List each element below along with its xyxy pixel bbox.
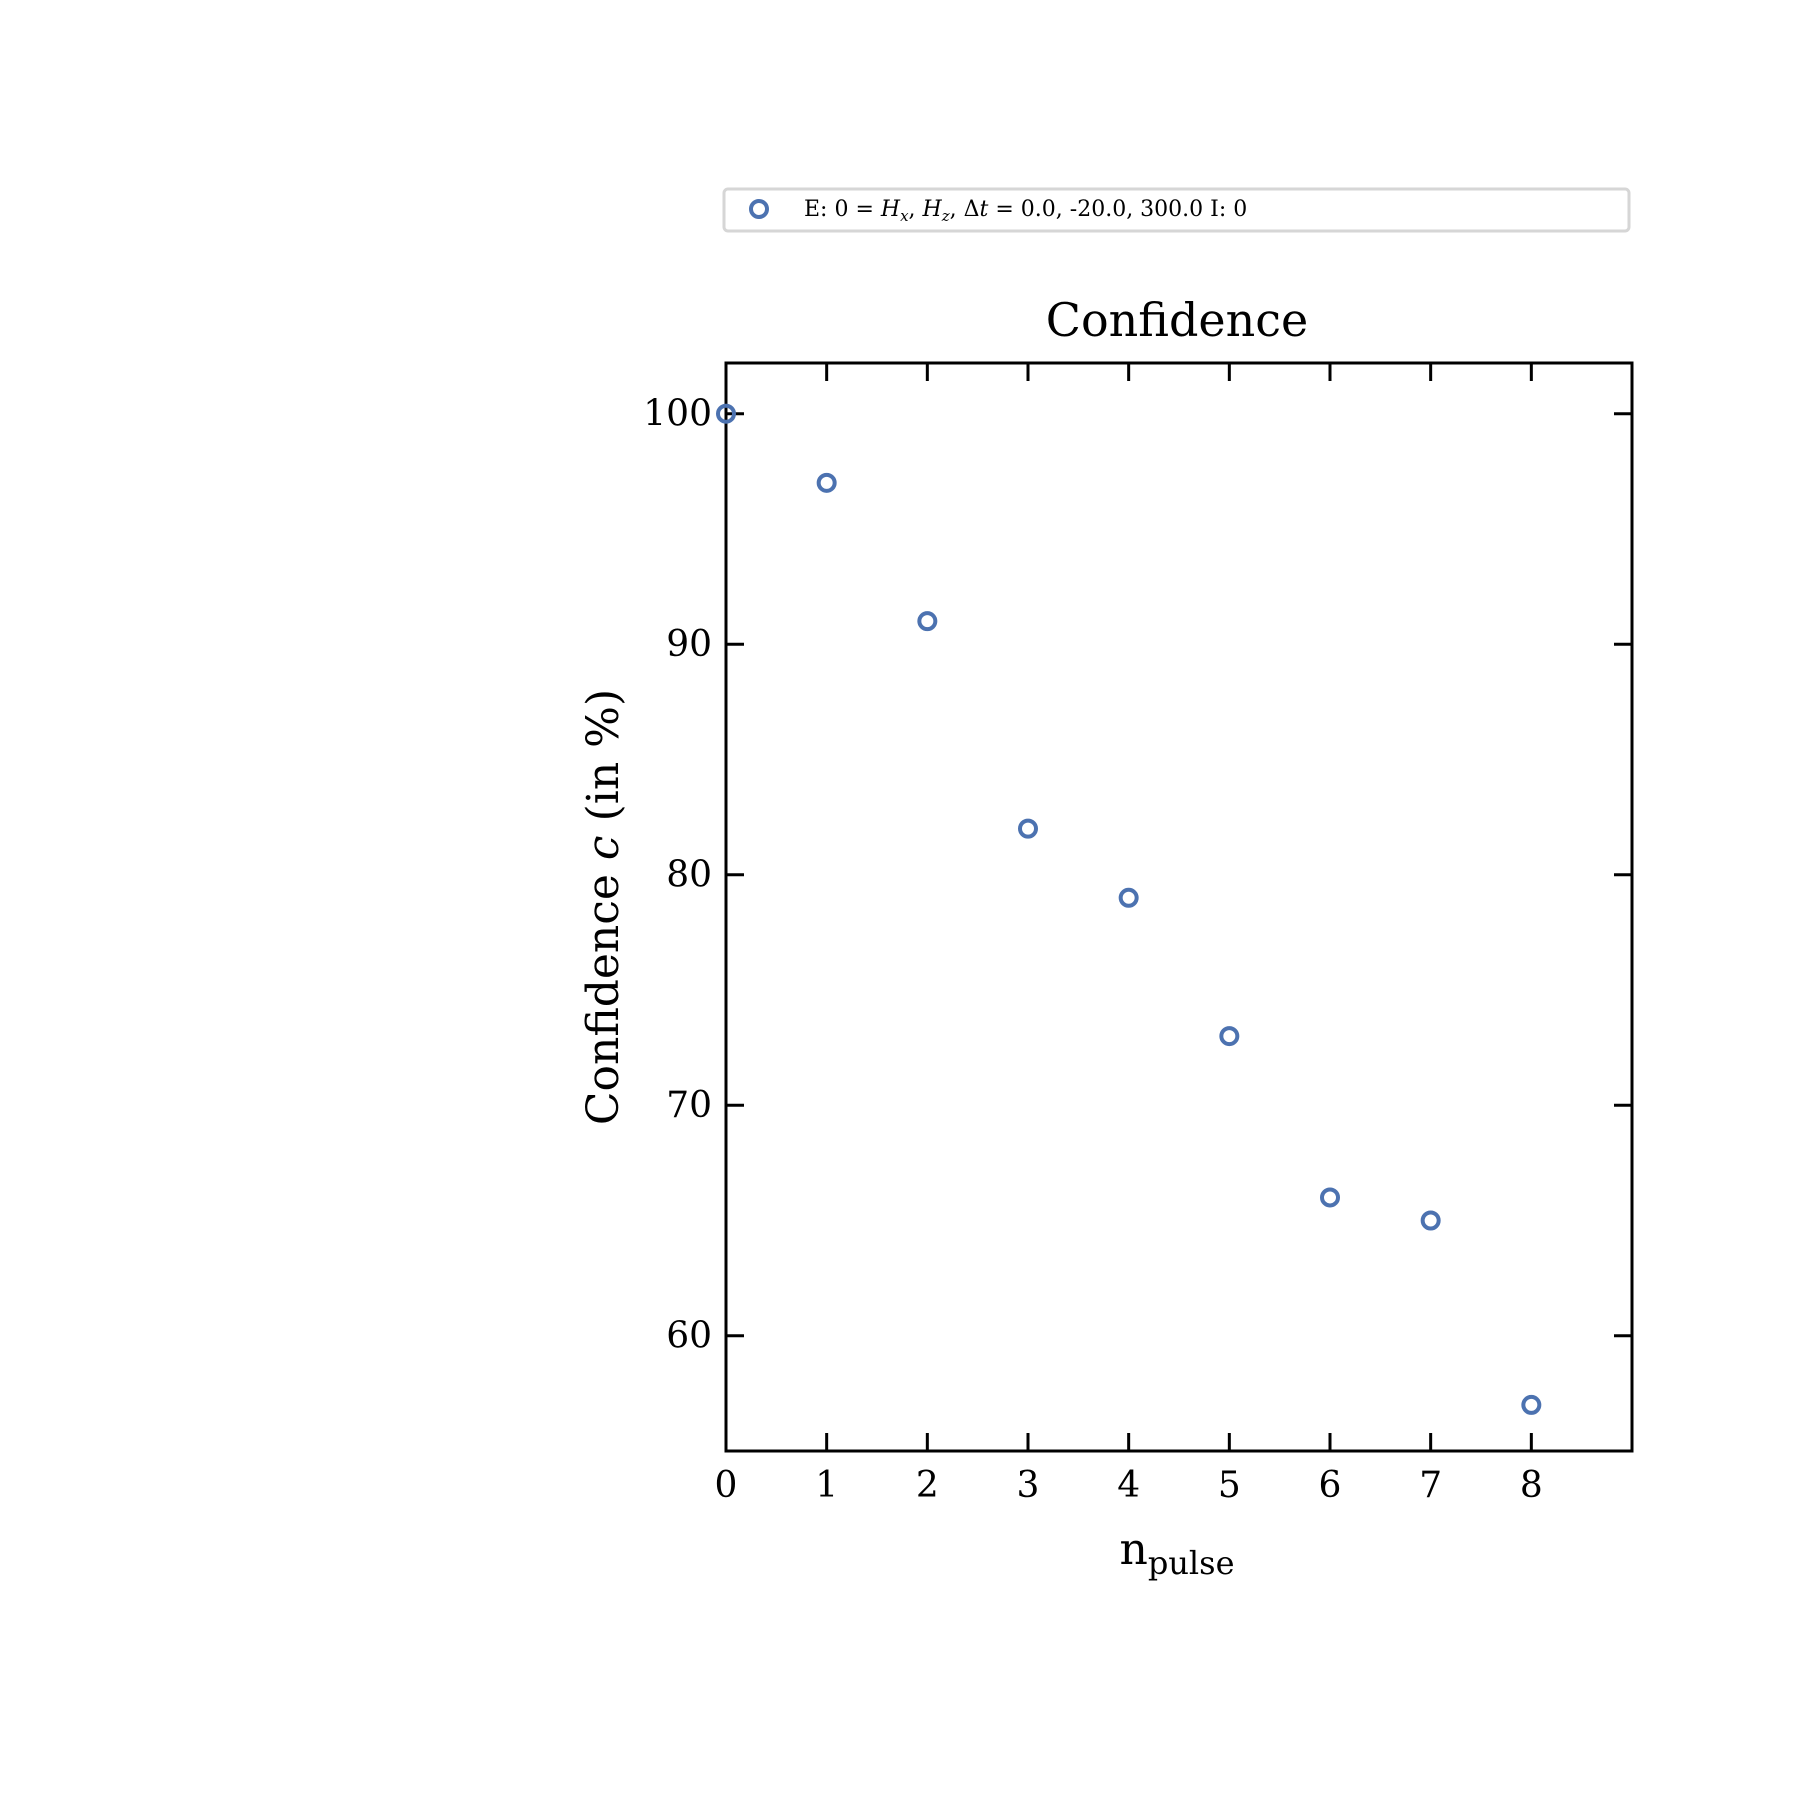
x-tick-label: 5 xyxy=(1218,1465,1241,1506)
data-point xyxy=(816,472,837,493)
x-tick-label: 4 xyxy=(1117,1465,1140,1506)
y-tick-label: 100 xyxy=(643,394,712,435)
x-axis: 0 1 2 3 4 5 6 7 8 xyxy=(715,363,1543,1506)
data-point xyxy=(1018,818,1038,839)
y-tick-label: 80 xyxy=(666,855,712,896)
x-tick-label: 7 xyxy=(1419,1465,1442,1506)
y-axis-label: Confidence c (in %) xyxy=(578,689,629,1125)
x-tick-label: 2 xyxy=(916,1465,939,1506)
data-point xyxy=(1420,1210,1441,1231)
plot-frame xyxy=(724,361,1634,1453)
y-axis: 60 70 80 90 100 xyxy=(643,394,1632,1357)
data-point xyxy=(716,403,736,424)
legend-frame xyxy=(722,187,1631,233)
data-point xyxy=(1521,1394,1542,1415)
x-tick-label: 8 xyxy=(1520,1465,1543,1506)
x-tick-label: 6 xyxy=(1319,1465,1342,1506)
data-point xyxy=(917,611,938,632)
chart-title: Confidence xyxy=(1046,293,1308,347)
x-axis-label: npulse xyxy=(1119,1524,1234,1582)
legend-marker xyxy=(749,199,769,219)
legend: E: 0 = Hx, Hz, Δt = 0.0, -20.0, 300.0 I:… xyxy=(722,187,1631,233)
data-point xyxy=(1118,887,1139,908)
x-tick-label: 1 xyxy=(815,1465,838,1506)
x-tick-label: 0 xyxy=(715,1465,738,1506)
y-tick-label: 90 xyxy=(666,624,712,665)
x-tick-label: 3 xyxy=(1017,1465,1040,1506)
data-series xyxy=(716,403,1542,1415)
data-point xyxy=(1219,1026,1240,1047)
data-point xyxy=(1320,1187,1340,1208)
legend-label: E: 0 = Hx, Hz, Δt = 0.0, -20.0, 300.0 I:… xyxy=(804,197,1247,225)
y-tick-label: 60 xyxy=(666,1316,712,1357)
y-tick-label: 70 xyxy=(666,1085,712,1126)
